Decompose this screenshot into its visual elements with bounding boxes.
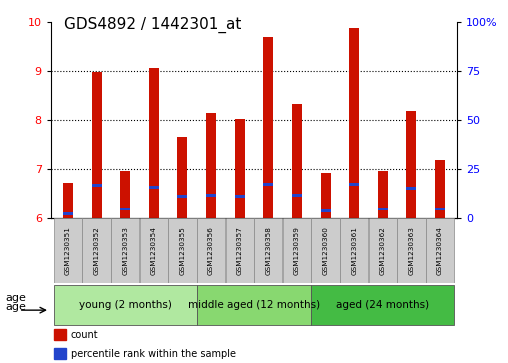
Text: middle aged (12 months): middle aged (12 months) xyxy=(188,300,320,310)
Text: GSM1230364: GSM1230364 xyxy=(437,226,443,275)
Text: GSM1230352: GSM1230352 xyxy=(93,226,100,275)
Text: GSM1230360: GSM1230360 xyxy=(323,226,329,275)
Bar xyxy=(369,218,397,283)
Bar xyxy=(349,183,359,186)
Bar xyxy=(292,194,302,197)
Text: GSM1230359: GSM1230359 xyxy=(294,226,300,275)
Text: percentile rank within the sample: percentile rank within the sample xyxy=(71,349,236,359)
Bar xyxy=(378,171,388,218)
Text: GSM1230361: GSM1230361 xyxy=(351,226,357,275)
Bar xyxy=(54,285,197,325)
Bar xyxy=(140,218,168,283)
Bar xyxy=(63,212,73,215)
Bar xyxy=(426,218,454,283)
Bar xyxy=(397,218,426,283)
Bar xyxy=(206,194,216,197)
Bar xyxy=(378,208,388,211)
Bar xyxy=(91,184,102,187)
Bar xyxy=(63,183,73,218)
Bar xyxy=(340,218,368,283)
Bar xyxy=(111,218,139,283)
Bar xyxy=(311,218,340,283)
Text: GSM1230354: GSM1230354 xyxy=(151,226,157,275)
Text: GSM1230351: GSM1230351 xyxy=(65,226,71,275)
Bar xyxy=(321,209,331,212)
Bar xyxy=(177,195,187,198)
Text: count: count xyxy=(71,330,99,340)
Bar xyxy=(82,218,111,283)
Bar xyxy=(168,218,197,283)
Bar xyxy=(263,183,273,186)
Bar xyxy=(120,171,130,218)
Bar xyxy=(206,113,216,218)
Bar xyxy=(235,119,245,218)
Text: age: age xyxy=(6,293,26,303)
Bar xyxy=(149,187,159,189)
Text: GSM1230357: GSM1230357 xyxy=(237,226,243,275)
Bar xyxy=(177,137,187,218)
Bar xyxy=(292,104,302,218)
Bar xyxy=(120,208,130,211)
Text: aged (24 months): aged (24 months) xyxy=(336,300,429,310)
Bar xyxy=(54,329,67,340)
Bar xyxy=(435,160,445,218)
Bar xyxy=(197,285,311,325)
Bar xyxy=(91,72,102,218)
Bar xyxy=(197,218,225,283)
Bar xyxy=(54,218,82,283)
Text: age: age xyxy=(5,302,26,312)
Text: GSM1230362: GSM1230362 xyxy=(380,226,386,275)
Bar xyxy=(406,111,417,218)
Bar xyxy=(263,37,273,218)
Text: GSM1230355: GSM1230355 xyxy=(179,226,185,275)
Bar xyxy=(226,218,254,283)
Bar xyxy=(321,173,331,218)
Text: GSM1230358: GSM1230358 xyxy=(265,226,271,275)
Bar xyxy=(149,68,159,218)
Bar xyxy=(349,28,359,218)
Text: young (2 months): young (2 months) xyxy=(79,300,172,310)
Bar xyxy=(254,218,282,283)
Text: GSM1230363: GSM1230363 xyxy=(408,226,415,275)
Bar xyxy=(54,348,67,359)
Bar xyxy=(406,187,417,190)
Bar xyxy=(435,208,445,211)
Bar xyxy=(283,218,311,283)
Bar xyxy=(235,195,245,198)
Text: GSM1230356: GSM1230356 xyxy=(208,226,214,275)
Text: GSM1230353: GSM1230353 xyxy=(122,226,128,275)
Bar xyxy=(311,285,454,325)
Text: GDS4892 / 1442301_at: GDS4892 / 1442301_at xyxy=(64,16,241,33)
